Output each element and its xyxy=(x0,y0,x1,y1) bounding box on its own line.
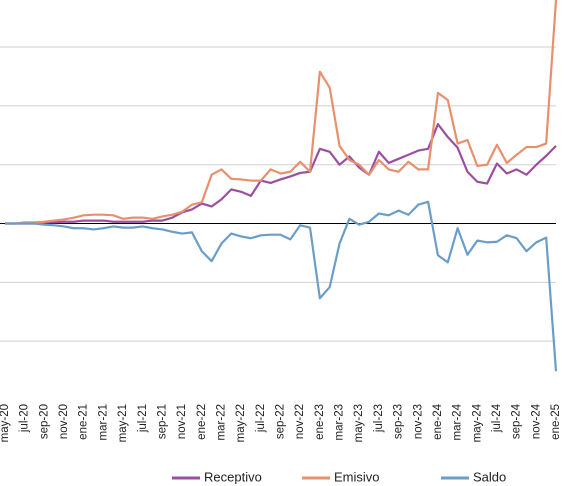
legend-label: Receptivo xyxy=(204,469,262,484)
x-tick-label: ene-24 xyxy=(432,403,444,439)
x-tick-label: may-24 xyxy=(471,403,483,442)
x-tick-label: sep-23 xyxy=(393,404,405,439)
series-line xyxy=(5,0,558,225)
x-tick-label: jul-24 xyxy=(491,403,503,433)
x-tick-label: sep-22 xyxy=(275,404,287,439)
x-tick-label: nov-23 xyxy=(412,404,424,439)
x-tick-label: sep-21 xyxy=(156,404,168,439)
x-tick-label: mar-22 xyxy=(215,404,227,440)
x-tick-label: sep-24 xyxy=(511,403,523,439)
x-tick-label: ene-25 xyxy=(550,404,562,440)
x-tick-label: jul-20 xyxy=(19,404,31,433)
series-line xyxy=(5,200,558,372)
x-tick-label: jul-22 xyxy=(255,404,267,433)
legend-label: Saldo xyxy=(473,469,506,484)
x-tick-label: may-21 xyxy=(117,404,129,442)
x-tick-label: may-23 xyxy=(353,404,365,442)
x-tick-label: may-20 xyxy=(0,404,11,442)
x-tick-label: nov-22 xyxy=(294,404,306,439)
series-line xyxy=(5,123,557,225)
legend-label: Emisivo xyxy=(334,469,380,484)
x-tick-label: ene-23 xyxy=(314,404,326,440)
x-tick-label: ene-22 xyxy=(196,404,208,440)
x-tick-label: nov-20 xyxy=(58,404,70,439)
x-tick-label: jul-21 xyxy=(137,404,149,433)
x-tick-label: mar-21 xyxy=(97,404,109,440)
x-tick-label: ene-21 xyxy=(78,404,90,440)
x-tick-label: nov-21 xyxy=(176,404,188,439)
x-tick-label: sep-20 xyxy=(38,404,50,439)
x-tick-label: may-22 xyxy=(235,404,247,442)
x-tick-label: jul-23 xyxy=(373,404,385,433)
x-tick-label: mar-23 xyxy=(334,404,346,440)
x-tick-label: mar-24 xyxy=(452,403,464,440)
x-tick-label: nov-24 xyxy=(530,403,542,439)
